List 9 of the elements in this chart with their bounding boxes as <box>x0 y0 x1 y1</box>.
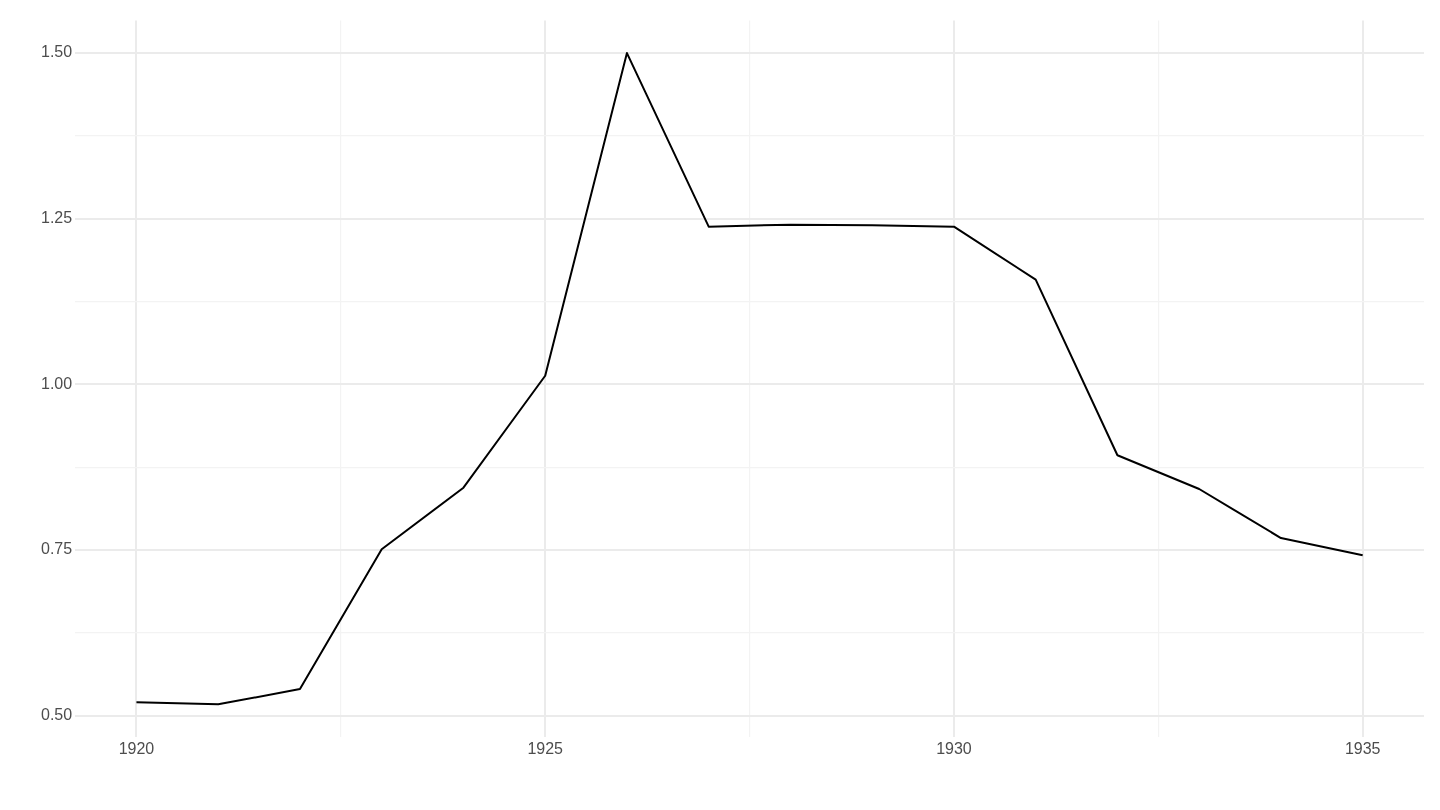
x-tick-label: 1935 <box>1344 739 1381 757</box>
y-tick-label: 1.50 <box>41 43 73 61</box>
x-tick-label: 1920 <box>118 739 155 757</box>
y-tick-label: 1.25 <box>41 209 73 227</box>
y-tick-label: 1.00 <box>41 374 73 392</box>
x-tick-label: 1925 <box>527 739 564 757</box>
y-tick-label: 0.50 <box>41 706 73 724</box>
x-tick-label: 1930 <box>936 739 972 757</box>
y-tick-label: 0.75 <box>41 540 73 558</box>
